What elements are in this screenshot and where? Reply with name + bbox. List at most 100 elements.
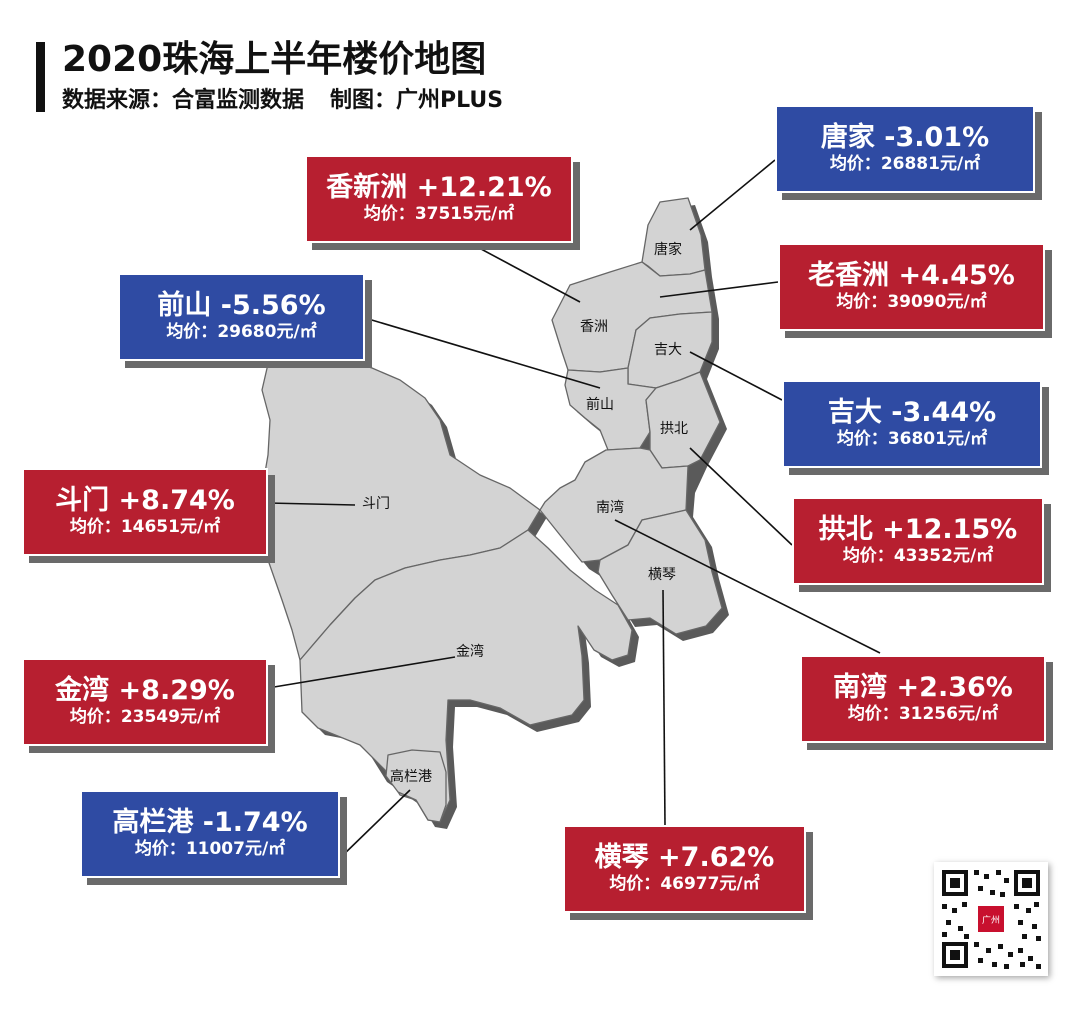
callout-price: 11007 (185, 839, 245, 860)
leader-gaolangang (339, 789, 411, 859)
price-unit: 元/㎡ (946, 292, 987, 313)
price-label: 均价： (134, 839, 186, 860)
callout-name: 唐家 (820, 122, 875, 154)
price-unit: 元/㎡ (939, 154, 981, 175)
price-label: 均价： (847, 704, 899, 725)
callout-name: 吉大 (827, 397, 882, 429)
callout-hengqin: 横琴 +7.62% 均价：46977元/㎡ (563, 825, 806, 913)
callout-change: +4.45% (898, 260, 1015, 292)
page-subtitle: 数据来源：合富监测数据 制图：广州PLUS (62, 82, 503, 114)
map-label-doumen: 斗门 (362, 496, 390, 512)
price-label: 均价： (609, 874, 661, 895)
region-qianshan (564, 367, 657, 451)
price-unit: 元/㎡ (957, 704, 999, 725)
callout-change: +2.36% (896, 672, 1013, 704)
callout-change: +12.15% (882, 514, 1018, 546)
map-credit: 制图：广州PLUS (330, 88, 504, 113)
leader-doumen (267, 502, 356, 506)
map-label-hengqin: 横琴 (648, 567, 676, 583)
callout-name: 金湾 (55, 675, 110, 707)
price-unit: 元/㎡ (473, 204, 515, 225)
callout-name: 斗门 (55, 485, 110, 517)
price-label: 均价： (836, 429, 888, 450)
qr-code-icon: 广州 (942, 870, 1041, 969)
leader-xiangxinzhou (467, 241, 581, 303)
callout-gaolangang: 高栏港 -1.74% 均价：11007元/㎡ (80, 790, 340, 878)
leader-hengqin (662, 589, 666, 826)
map-label-xiangzhou: 香洲 (580, 319, 608, 335)
callout-change: -3.01% (884, 122, 990, 154)
callout-jida: 吉大 -3.44% 均价：36801元/㎡ (782, 380, 1042, 468)
callout-change: -1.74% (202, 807, 308, 839)
region-gaolangang (385, 749, 447, 823)
price-label: 均价： (836, 292, 888, 313)
price-unit: 元/㎡ (276, 322, 317, 343)
price-label: 均价： (69, 707, 121, 728)
price-label: 均价： (69, 517, 121, 538)
price-label: 均价： (842, 546, 894, 567)
callout-name: 横琴 (594, 842, 649, 874)
region-nanwan (539, 447, 689, 563)
callout-xiangxinzhou: 香新洲 +12.21% 均价：37515元/㎡ (305, 155, 573, 243)
callout-doumen: 斗门 +8.74% 均价：14651元/㎡ (22, 468, 268, 556)
callout-jinwan: 金湾 +8.29% 均价：23549元/㎡ (22, 658, 268, 746)
callout-tangjia: 唐家 -3.01% 均价：26881元/㎡ (775, 105, 1035, 193)
map-label-gongbei: 拱北 (660, 421, 688, 437)
callout-price: 23549 (120, 707, 180, 728)
map-label-tangjia: 唐家 (654, 241, 682, 258)
callout-price: 26881 (880, 154, 940, 175)
callout-qianshan: 前山 -5.56% 均价：29680元/㎡ (118, 273, 365, 361)
callout-name: 南湾 (833, 672, 888, 704)
leader-jida (689, 351, 783, 401)
callout-change: +12.21% (416, 172, 552, 204)
callout-price: 31256 (898, 704, 958, 725)
data-source: 数据来源：合富监测数据 (62, 88, 305, 113)
callout-laoxiangzhou: 老香洲 +4.45% 均价：39090元/㎡ (778, 243, 1045, 331)
page-title: 2020珠海上半年楼价地图 (62, 39, 487, 80)
price-label: 均价： (363, 204, 415, 225)
qr-code[interactable]: 广州 (934, 862, 1048, 976)
callout-price: 29680 (217, 322, 277, 343)
price-unit: 元/㎡ (952, 546, 994, 567)
map-label-nanwan: 南湾 (596, 499, 624, 516)
leader-jinwan (267, 656, 456, 689)
qr-badge-text: 广州 (982, 914, 1000, 926)
map-label-qianshan: 前山 (586, 396, 614, 413)
callout-name: 前山 (157, 290, 212, 322)
region-hengqin (597, 509, 723, 635)
leader-gongbei (689, 447, 793, 546)
callout-change: +8.29% (118, 675, 235, 707)
callout-name: 老香洲 (808, 260, 890, 292)
callout-price: 46977 (660, 874, 720, 895)
map-label-gaolangang: 高栏港 (390, 768, 432, 785)
callout-name: 香新洲 (326, 172, 408, 204)
leader-laoxiangzhou (659, 281, 779, 298)
callout-price: 43352 (893, 546, 953, 567)
callout-nanwan: 南湾 +2.36% 均价：31256元/㎡ (800, 655, 1046, 743)
callout-change: -3.44% (891, 397, 997, 429)
callout-price: 37515 (414, 204, 474, 225)
callout-price: 36801 (887, 429, 947, 450)
leader-qianshan (364, 317, 601, 389)
price-label: 均价： (829, 154, 881, 175)
price-unit: 元/㎡ (179, 707, 221, 728)
leader-lines (267, 159, 881, 859)
callout-gongbei: 拱北 +12.15% 均价：43352元/㎡ (792, 497, 1044, 585)
callout-change: -5.56% (220, 290, 326, 322)
callout-change: +8.74% (118, 485, 235, 517)
callout-name: 高栏港 (112, 807, 194, 839)
leader-tangjia (689, 159, 776, 231)
callout-price: 39090 (887, 292, 947, 313)
price-unit: 元/㎡ (719, 874, 760, 895)
price-label: 均价： (166, 322, 218, 343)
title-accent-bar (36, 42, 45, 112)
leader-nanwan (614, 519, 881, 654)
price-unit: 元/㎡ (946, 429, 988, 450)
map-label-jinwan: 金湾 (456, 643, 484, 660)
callout-change: +7.62% (658, 842, 775, 874)
callout-name: 拱北 (818, 514, 873, 546)
map-label-jida: 吉大 (654, 342, 682, 358)
price-unit: 元/㎡ (244, 839, 286, 860)
callout-price: 14651 (120, 517, 180, 538)
